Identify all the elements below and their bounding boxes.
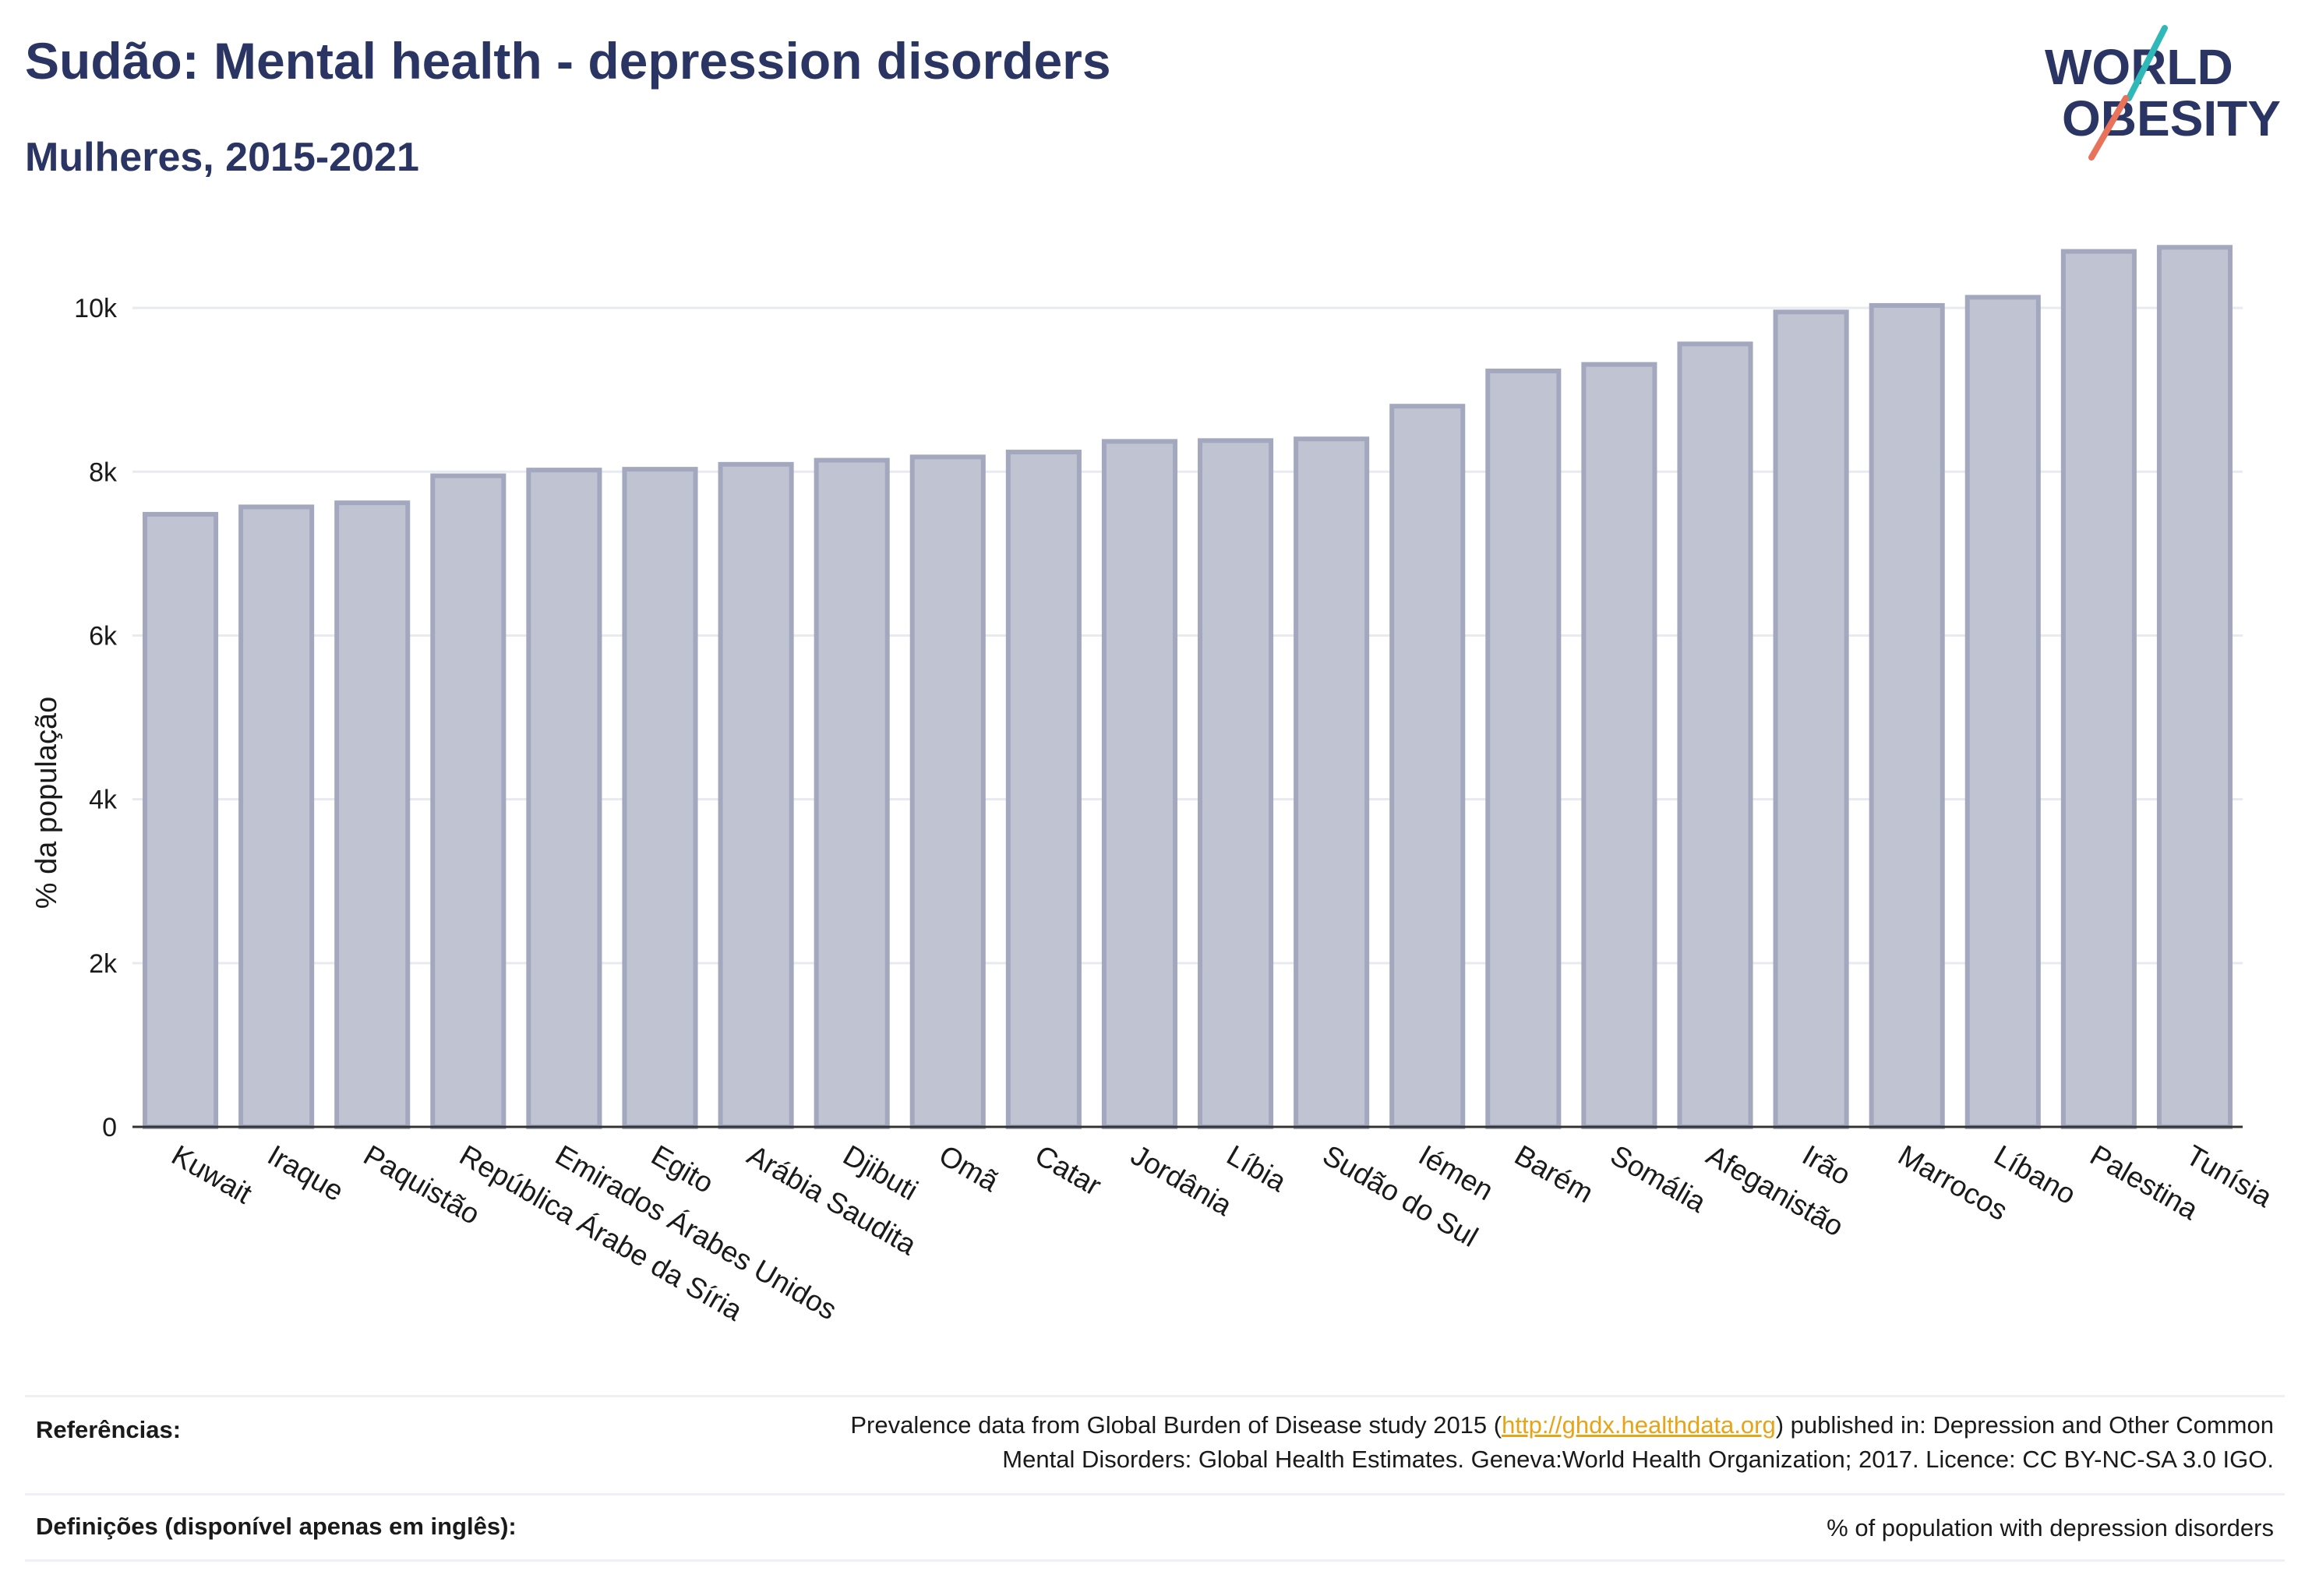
y-axis-title: % da população [30,697,63,909]
bar[interactable] [238,504,315,1129]
bar[interactable] [430,473,507,1129]
bar[interactable] [1964,295,2041,1129]
x-tick-label: Barém [1509,1139,1599,1209]
chart-subtitle: Mulheres, 2015-2021 [25,135,419,180]
bar[interactable] [1581,362,1657,1129]
references-row: Referências: Prevalence data from Global… [25,1395,2285,1495]
x-tick-label: Irão [1797,1139,1856,1191]
references-text-after: ) published in: Depression and Other Com… [1775,1411,2274,1439]
bar[interactable] [718,461,794,1129]
logo-line2: OBESITY [2062,90,2281,147]
chart-title: Sudão: Mental health - depression disord… [25,32,1111,90]
bar[interactable] [334,500,411,1129]
x-tick-label: Egito [646,1139,719,1199]
x-tick-label: Catar [1029,1139,1107,1202]
world-obesity-logo: WORLD OBESITY [2042,23,2291,164]
bar[interactable] [1485,369,1562,1129]
bar[interactable] [1294,436,1370,1129]
x-tick-label: Líbia [1222,1139,1292,1198]
bar[interactable] [2156,245,2233,1130]
references-line2: Mental Disorders: Global Health Estimate… [1002,1446,2274,1473]
x-tick-label: Palestina [2084,1139,2204,1226]
definitions-text: % of population with depression disorder… [1827,1514,2274,1541]
logo-line1: WORLD [2045,39,2233,95]
y-tick-label: 6k [89,621,118,651]
x-tick-label: Jordânia [1125,1139,1237,1222]
x-tick-label: Iraque [263,1139,349,1207]
y-tick-label: 10k [74,294,118,323]
x-tick-label: Somália [1605,1139,1712,1219]
bar[interactable] [1389,404,1466,1129]
bar[interactable] [1198,438,1274,1129]
y-tick-label: 8k [89,457,118,487]
y-tick-label: 0 [102,1113,117,1142]
references-link[interactable]: http://ghdx.healthdata.org [1502,1411,1776,1439]
bar[interactable] [1677,341,1753,1129]
x-tick-label: Kuwait [167,1139,258,1209]
bar[interactable] [622,467,698,1129]
footer: Referências: Prevalence data from Global… [25,1395,2285,1574]
bar[interactable] [2060,249,2137,1130]
bar[interactable] [909,454,986,1129]
bar[interactable] [1005,450,1082,1129]
definitions-row: Definições (disponível apenas em inglês)… [25,1493,2285,1562]
x-tick-label: Omã [934,1139,1004,1198]
bar[interactable] [526,468,602,1129]
bar[interactable] [1101,439,1177,1129]
y-tick-label: 2k [89,949,118,979]
references-text-before: Prevalence data from Global Burden of Di… [850,1411,1502,1439]
bars [143,245,2233,1130]
bar[interactable] [143,511,219,1129]
references-label: Referências: [36,1416,182,1443]
x-tick-label: Marrocos [1893,1139,2013,1227]
references-text: Prevalence data from Global Burden of Di… [850,1408,2274,1477]
bar[interactable] [814,457,890,1129]
definitions-label: Definições (disponível apenas em inglês)… [36,1513,517,1540]
x-tick-label: Arábia Saudita [742,1139,922,1261]
y-tick-label: 4k [89,786,118,815]
bar[interactable] [1773,309,1849,1129]
bar[interactable] [1869,302,1945,1129]
